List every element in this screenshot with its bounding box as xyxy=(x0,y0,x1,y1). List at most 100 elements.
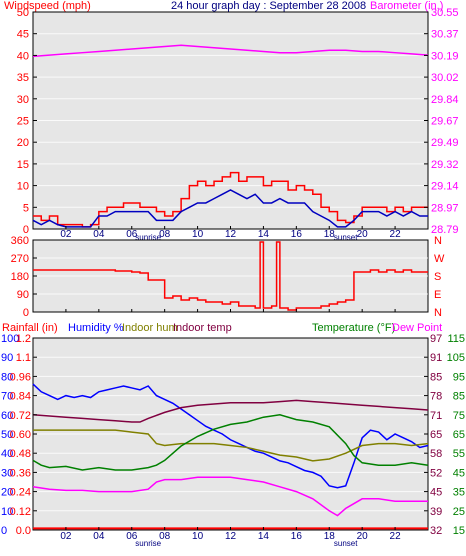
dew_point-series xyxy=(32,476,428,517)
humidity-ytick-label: 30 xyxy=(1,467,13,479)
temp-ytick-label: 58 xyxy=(430,448,442,460)
rain-ytick-label: 0.72 xyxy=(10,410,31,422)
wind-xtick-label: 16 xyxy=(291,229,303,240)
indoor_temp-series xyxy=(32,399,429,423)
temp-ytick-label: 91 xyxy=(430,352,442,364)
wind-xtick-label: 06 xyxy=(126,229,138,240)
temp2-ytick-label: 25 xyxy=(453,506,465,518)
humidity-ytick-label: 100 xyxy=(1,333,19,345)
dir-ytick-label: 270 xyxy=(11,253,29,265)
legend-humidity: Humidity % xyxy=(68,322,124,334)
temp-xtick-label: 20 xyxy=(357,531,369,542)
gust-series xyxy=(33,171,428,228)
baro-ytick-label: 29.49 xyxy=(431,137,459,149)
wind-ytick-label: 50 xyxy=(17,7,29,19)
temp2-ytick-label: 65 xyxy=(453,429,465,441)
temp-ytick-label: 65 xyxy=(430,429,442,441)
temp-xtick-label: 02 xyxy=(60,531,72,542)
wind-xtick-label: 12 xyxy=(225,229,237,240)
wind-ytick-label: 40 xyxy=(17,50,29,62)
wind-panel-series xyxy=(32,44,429,228)
dir-ytick-label: 0 xyxy=(23,307,29,319)
wind-xtick-label: 14 xyxy=(258,229,270,240)
temp2-ytick-label: 115 xyxy=(447,333,465,345)
wind-marker-sunrise: sunrise xyxy=(135,233,161,242)
temp-xtick-label: 06 xyxy=(126,531,138,542)
chart-title: 24 hour graph day : September 28 2008 xyxy=(171,0,366,12)
baro-ytick-label: 29.84 xyxy=(431,94,459,106)
dir-compass-label: N xyxy=(434,307,442,319)
wind-ytick-label: 10 xyxy=(17,181,29,193)
wind-ytick-label: 5 xyxy=(23,202,29,214)
legend-temperature: Temperature (°F) xyxy=(312,322,395,334)
baro-ytick-label: 29.14 xyxy=(431,181,459,193)
wind-xtick-label: 10 xyxy=(192,229,204,240)
temp-ytick-label: 85 xyxy=(430,371,442,383)
humidity-series xyxy=(32,383,429,489)
wind-xtick-label: 02 xyxy=(60,229,72,240)
humidity-ytick-label: 90 xyxy=(1,352,13,364)
dir-compass-label: N xyxy=(434,235,442,247)
humidity-ytick-label: 70 xyxy=(1,391,13,403)
temp-ytick-label: 52 xyxy=(430,467,442,479)
dir-compass-label: W xyxy=(434,253,445,265)
temp-ytick-label: 71 xyxy=(430,410,442,422)
wind-ytick-label: 20 xyxy=(17,137,29,149)
temp2-ytick-label: 35 xyxy=(453,487,465,499)
baro-ytick-label: 29.32 xyxy=(431,159,459,171)
temperature-series xyxy=(32,414,429,471)
temp2-ytick-label: 45 xyxy=(453,467,465,479)
direction-series xyxy=(33,241,428,311)
temp-marker-sunset: sunset xyxy=(334,539,358,548)
baro-ytick-label: 28.79 xyxy=(431,224,459,236)
dir-ytick-label: 90 xyxy=(17,289,29,301)
temp2-ytick-label: 55 xyxy=(453,448,465,460)
wind-xtick-label: 20 xyxy=(357,229,369,240)
legend-rainfall: Rainfall (in) xyxy=(2,322,58,334)
dir-compass-label: S xyxy=(434,271,441,283)
temp-ytick-label: 78 xyxy=(430,391,442,403)
temp-xtick-label: 04 xyxy=(93,531,105,542)
temp-xtick-label: 12 xyxy=(225,531,237,542)
rain-ytick-label: 0.24 xyxy=(10,487,31,499)
temp-panel-ticks: 0 10 20 30 40 50 60 70 80 90 100 0.0 0.12 0.24 0.36 0.4… xyxy=(1,333,465,548)
wind-xtick-label: 18 xyxy=(324,229,336,240)
humidity-ytick-label: 60 xyxy=(1,410,13,422)
wind-xtick-label: 08 xyxy=(159,229,171,240)
rain-ytick-label: 0.36 xyxy=(10,467,31,479)
baro-ytick-label: 28.97 xyxy=(431,202,459,214)
dir-compass-label: E xyxy=(434,289,441,301)
wind-ytick-label: 15 xyxy=(17,159,29,171)
temp-marker-sunrise: sunrise xyxy=(135,539,161,548)
temp-ytick-label: 45 xyxy=(430,487,442,499)
barometer-axis-title: Barometer (in.) xyxy=(370,0,443,12)
temp-xtick-label: 14 xyxy=(258,531,270,542)
wind-ytick-label: 25 xyxy=(17,116,29,128)
rain-ytick-label: 0.60 xyxy=(10,429,31,441)
dir-ytick-label: 360 xyxy=(11,235,29,247)
humidity-ytick-label: 10 xyxy=(1,506,13,518)
legend-dew-point: Dew Point xyxy=(392,322,442,334)
temp-xtick-label: 10 xyxy=(192,531,204,542)
temp-ytick-label: 32 xyxy=(430,525,442,537)
temp-panel-grid xyxy=(33,356,428,512)
temp-xtick-label: 16 xyxy=(291,531,303,542)
rain-ytick-label: 1.1 xyxy=(16,352,31,364)
temp2-ytick-label: 15 xyxy=(453,525,465,537)
rain-ytick-label: 0.48 xyxy=(10,448,31,460)
temp-xtick-label: 22 xyxy=(390,531,402,542)
wind-marker-sunset: sunset xyxy=(334,233,358,242)
wind-panel-ticks: 0 5 10 15 20 25 30 35 40 45 50 28.79 28.97 29.14 29.32… xyxy=(17,7,459,242)
rain-ytick-label: 0.12 xyxy=(10,506,31,518)
temp2-ytick-label: 105 xyxy=(447,352,465,364)
baro-ytick-label: 29.67 xyxy=(431,116,459,128)
baro-ytick-label: 30.37 xyxy=(431,29,459,41)
wind-ytick-label: 30 xyxy=(17,94,29,106)
temp-xtick-label: 08 xyxy=(159,531,171,542)
temp2-ytick-label: 85 xyxy=(453,391,465,403)
humidity-ytick-label: 0 xyxy=(1,525,7,537)
wind-ytick-label: 45 xyxy=(17,29,29,41)
